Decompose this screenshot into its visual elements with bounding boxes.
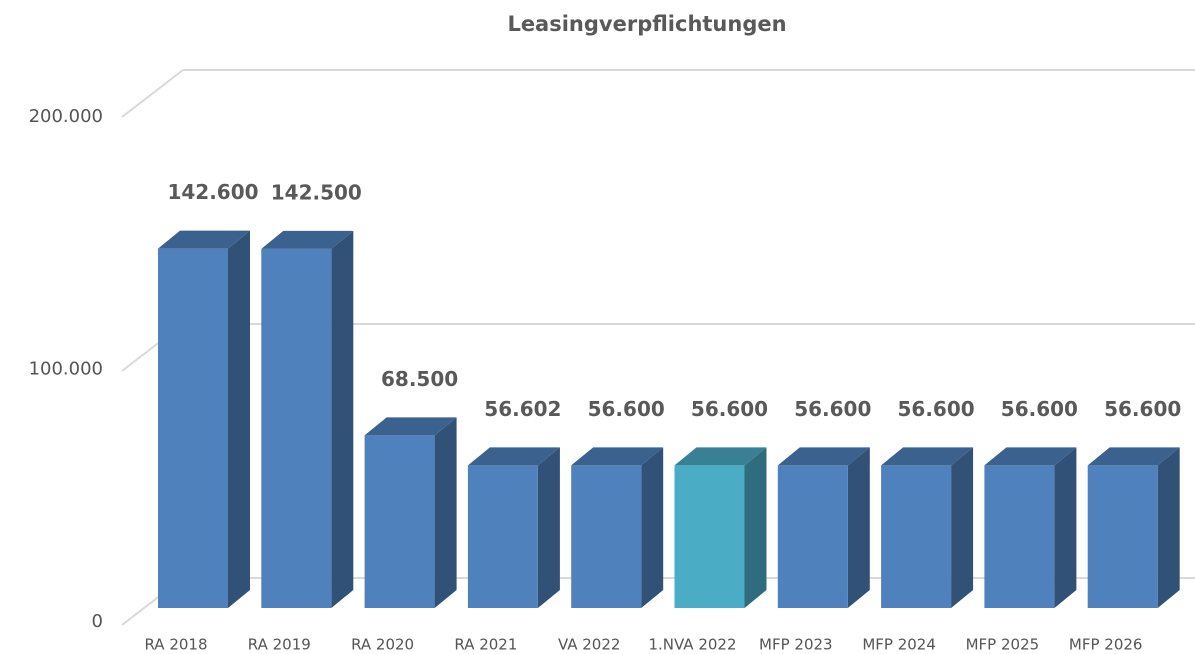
value-label: 56.600 xyxy=(588,397,665,421)
x-tick-label: VA 2022 xyxy=(558,636,621,654)
y-tick-label: 100.000 xyxy=(29,359,103,380)
value-label: 56.600 xyxy=(1001,397,1078,421)
value-label: 56.600 xyxy=(794,397,871,421)
bar-side xyxy=(1157,447,1180,608)
value-label: 56.600 xyxy=(1104,397,1181,421)
x-tick-label: RA 2018 xyxy=(144,636,207,654)
value-label: 142.500 xyxy=(271,180,362,204)
value-label: 68.500 xyxy=(381,367,458,391)
value-label: 142.600 xyxy=(167,180,258,204)
x-tick-label: MFP 2025 xyxy=(966,636,1040,654)
x-tick-label: MFP 2026 xyxy=(1069,636,1143,654)
bar-side xyxy=(537,447,560,608)
y-tick-label: 0 xyxy=(92,611,103,632)
bar xyxy=(158,248,228,608)
x-tick-label: MFP 2023 xyxy=(759,636,833,654)
bar xyxy=(881,465,952,608)
bar-side xyxy=(331,230,354,608)
x-tick-label: RA 2021 xyxy=(454,636,517,654)
bar-top xyxy=(984,447,1077,466)
bar-top xyxy=(364,417,457,436)
bar-side xyxy=(228,230,250,608)
x-tick-label: RA 2020 xyxy=(351,636,414,654)
bar xyxy=(261,248,332,608)
bar-side xyxy=(744,447,767,608)
x-tick-label: RA 2019 xyxy=(248,636,311,654)
bar xyxy=(1087,465,1158,608)
x-tick-label: MFP 2024 xyxy=(862,636,936,654)
bar-top xyxy=(467,447,560,466)
bar xyxy=(364,435,435,608)
bar xyxy=(467,465,538,608)
bar xyxy=(984,465,1055,608)
bar xyxy=(777,465,848,608)
bar-side xyxy=(434,417,457,608)
bar-side xyxy=(641,447,664,608)
grid-line-side xyxy=(121,69,184,118)
bar-top xyxy=(261,230,354,249)
y-tick-label: 200.000 xyxy=(29,106,103,127)
bar-side xyxy=(951,447,974,608)
value-label: 56.602 xyxy=(484,397,561,421)
x-tick-label: 1.NVA 2022 xyxy=(648,636,736,654)
bar-top xyxy=(674,447,767,466)
bar-top xyxy=(571,447,664,466)
bar-side xyxy=(847,447,870,608)
bar-top xyxy=(777,447,870,466)
bar-top xyxy=(881,447,974,466)
value-label: 56.600 xyxy=(691,397,768,421)
bar-top xyxy=(1087,447,1180,466)
bar-side xyxy=(1054,447,1077,608)
bar-top xyxy=(158,230,250,249)
bar xyxy=(571,465,642,608)
value-label: 56.600 xyxy=(898,397,975,421)
chart-title: Leasingverpflichtungen xyxy=(507,12,786,36)
bar xyxy=(674,465,745,608)
